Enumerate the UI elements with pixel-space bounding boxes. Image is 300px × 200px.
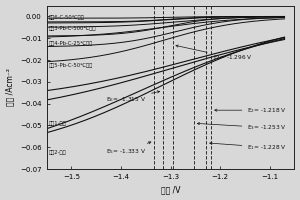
X-axis label: 电位 /V: 电位 /V [161,185,180,194]
Text: E$_5$= -1.333 V: E$_5$= -1.333 V [106,142,151,156]
Text: 曲煲6-C-50℃酸液: 曲煲6-C-50℃酸液 [49,15,85,20]
Text: 曲煲2-炁炅: 曲煲2-炁炅 [49,150,67,155]
Text: 曲煲5-Pb-C-50℃酸液: 曲煲5-Pb-C-50℃酸液 [49,63,93,68]
Text: 曲煲3-Pb-C-500℃炒化: 曲煲3-Pb-C-500℃炒化 [49,26,97,31]
Text: E$_4$= -1.296 V: E$_4$= -1.296 V [176,45,252,62]
Text: E$_6$= -1.315 V: E$_6$= -1.315 V [106,91,160,104]
Text: 曲煲4-Pb-C-25℃酸液: 曲煲4-Pb-C-25℃酸液 [49,41,93,46]
Text: E$_2$= -1.218 V: E$_2$= -1.218 V [215,106,287,115]
Text: E$_3$= -1.253 V: E$_3$= -1.253 V [197,122,287,132]
Text: 曲煲1-空白: 曲煲1-空白 [49,121,67,126]
Y-axis label: 电流 /Acm⁻²: 电流 /Acm⁻² [6,68,15,106]
Text: E$_1$= -1.228 V: E$_1$= -1.228 V [210,142,287,152]
